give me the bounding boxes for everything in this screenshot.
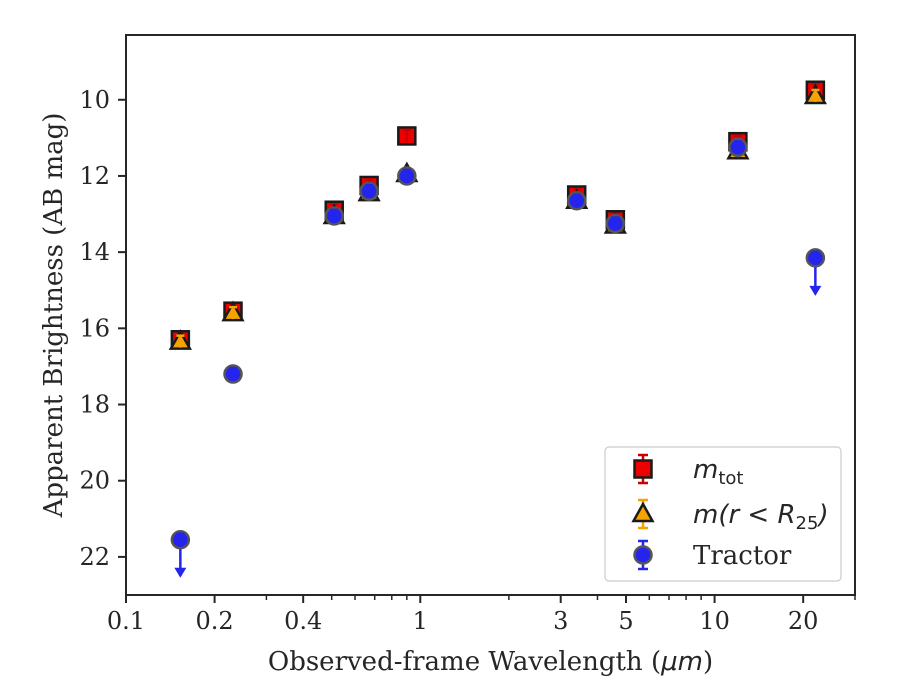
y-axis-label: Apparent Brightness (AB mag) [39,113,69,519]
y-axis: 10 12 14 16 18 20 22 [79,86,126,571]
upper-limit-arrow-head [809,285,822,296]
x-axis: 0.1 0.2 0.4 1 3 5 10 20 [107,595,856,635]
y-tick-label: 10 [79,86,110,114]
legend-label-mtot: mtot [693,455,743,489]
series-mr25 [168,83,827,350]
data-marks [168,80,827,578]
legend-mr25-pre: m(r < R [693,500,796,530]
x-tick-label: 1 [413,607,428,635]
legend-markers [631,453,655,571]
y-tick-label: 12 [79,162,110,190]
legend-mtot-main: m [693,455,718,485]
x-axis-label: Observed-frame Wavelength (μm) [268,647,713,677]
y-tick-label: 20 [79,467,110,495]
y-tick-label: 16 [79,314,110,342]
legend: mtot m(r < R25) Tractor [604,446,842,582]
legend-marker-mtot [633,459,653,479]
legend-marker-tractor [633,545,653,565]
x-tick-label: 5 [618,607,633,635]
legend-label-mr25: m(r < R25) [693,500,829,534]
legend-label-tractor: Tractor [693,541,792,571]
x-tick-label: 20 [788,607,819,635]
legend-box [604,446,842,582]
legend-mr25-post: ) [816,500,828,530]
series-mtot [170,80,826,350]
x-tick-label: 3 [553,607,568,635]
y-tick-label: 14 [79,238,110,266]
legend-mtot-sub: tot [718,468,743,489]
x-tick-label: 0.4 [284,607,322,635]
x-tick-label: 0.1 [107,607,145,635]
y-tick-label: 22 [79,543,110,571]
legend-mr25-sub: 25 [796,513,819,534]
x-tick-label: 0.2 [196,607,234,635]
x-axis-label-prefix: Observed-frame Wavelength ( [268,647,661,677]
legend-marker-mr25 [631,501,655,523]
y-tick-label: 18 [79,391,110,419]
x-axis-label-unit: μm [660,647,703,677]
x-axis-label-suffix: ) [703,647,713,677]
x-tick-label: 10 [699,607,730,635]
upper-limit-arrow-head [174,567,187,578]
series-tractor [170,137,826,578]
plot-frame [125,34,856,596]
